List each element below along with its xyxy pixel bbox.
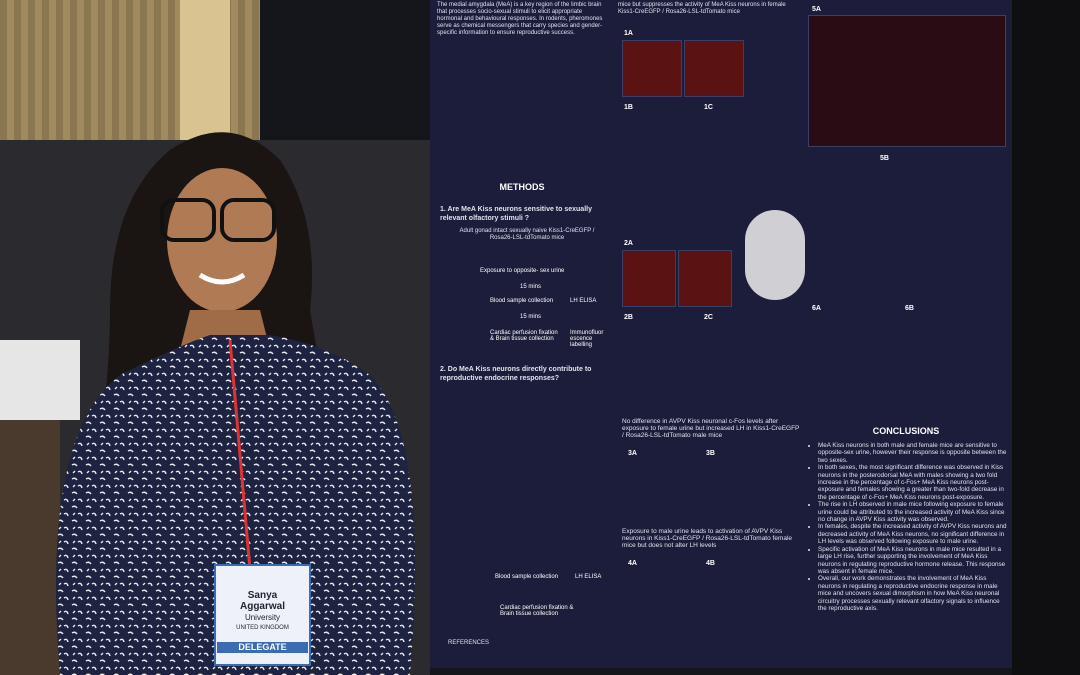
methods-heading: METHODS (499, 182, 545, 192)
panel-label: 2A (624, 240, 633, 247)
conclusion: Overall, our work demonstrates the invol… (818, 575, 1008, 612)
lanyard (228, 339, 252, 571)
badge-org: University (244, 613, 281, 622)
panel-label: 6B (905, 305, 914, 312)
micrograph (684, 40, 744, 97)
step: Cardiac perfusion fixation & Brain tissu… (490, 330, 558, 342)
panel-label: 3A (628, 450, 637, 457)
step: Blood sample collection (495, 574, 559, 580)
badge-text: Sanya Aggarwal University UNITED KINGDOM… (217, 590, 308, 653)
table (0, 420, 60, 675)
conclusions-heading: CONCLUSIONS (872, 426, 940, 436)
smile (198, 272, 246, 285)
step: 15 mins (520, 314, 542, 320)
result-text: No difference in AVPV Kiss neuronal c-Fo… (622, 418, 800, 439)
conclusion: The rise in LH observed in male mice fol… (818, 501, 1008, 523)
result-text: Exposure to male urine leads to activati… (622, 528, 793, 549)
panel-label: 2B (624, 314, 633, 321)
conclusion: MeA Kiss neurons in both male and female… (818, 442, 1008, 464)
step: LH ELISA (575, 574, 602, 580)
panel-label: 3B (706, 450, 715, 457)
badge-name: Sanya (247, 590, 278, 601)
step: Blood sample collection (490, 298, 554, 304)
step: LH ELISA (570, 298, 597, 304)
glasses-right (220, 198, 276, 242)
badge-role: DELEGATE (217, 642, 308, 653)
intro-text: The medial amygdala (MeA) is a key regio… (437, 2, 603, 36)
micrograph (678, 250, 732, 307)
face (167, 168, 277, 312)
badge-country: UNITED KINGDOM (236, 625, 289, 631)
wall-right (1012, 0, 1080, 675)
conclusion: Specific activation of MeA Kiss neurons … (818, 546, 1008, 576)
panel-label: 1A (624, 30, 633, 37)
references: REFERENCES (448, 640, 490, 646)
step: Immunofluor escence labelling (570, 330, 604, 348)
panel-label: 1B (624, 104, 633, 111)
panel-label: 4A (628, 560, 637, 567)
methods-q1: 1. Are MeA Kiss neurons sensitive to sex… (440, 206, 592, 222)
brain-section (745, 210, 805, 300)
cups (0, 340, 80, 420)
methods-q2: 2. Do MeA Kiss neurons directly contribu… (440, 366, 592, 382)
step: 15 mins (520, 284, 542, 290)
micrograph (622, 250, 676, 307)
micrograph (622, 40, 682, 97)
panel-label: 5B (880, 155, 889, 162)
panel-label: 1C (704, 104, 713, 111)
micrograph-grid (808, 15, 1006, 147)
step: Exposure to opposite- sex urine (480, 268, 565, 274)
shirt (56, 335, 415, 675)
top-middle-text: mice but suppresses the activity of MeA … (618, 2, 786, 15)
panel-label: 2C (704, 314, 713, 321)
panel-label: 5A (812, 6, 821, 13)
glasses-left (160, 198, 216, 242)
panel-label: 4B (706, 560, 715, 567)
step: Cardiac perfusion fixation & Brain tissu… (500, 605, 574, 617)
conclusion: In females, despite the increased activi… (818, 523, 1008, 545)
methods-mice: Adult gonad intact sexually naive Kiss1-… (459, 228, 595, 241)
conclusion: In both sexes, the most significant diff… (818, 464, 1008, 501)
lamp-light (180, 0, 230, 140)
conclusions-list: MeA Kiss neurons in both male and female… (808, 442, 1008, 612)
badge-surname: Aggarwal (239, 601, 285, 612)
panel-label: 6A (812, 305, 821, 312)
